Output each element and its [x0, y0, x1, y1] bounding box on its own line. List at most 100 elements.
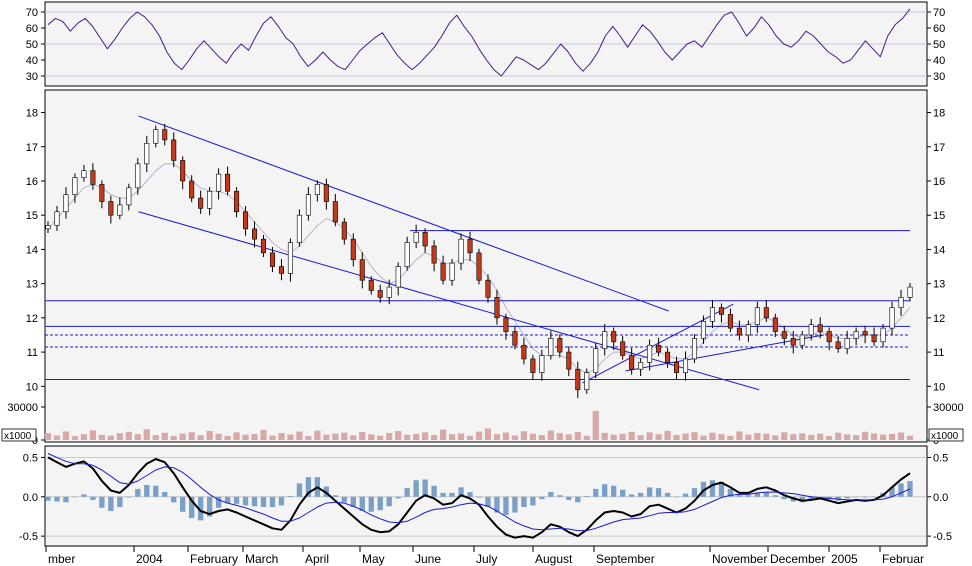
- price-tick-label-right: 18: [933, 108, 945, 120]
- macd-tick-label-right: 0.0: [933, 492, 948, 504]
- price-tick-label-left: 12: [26, 313, 38, 325]
- macd-histogram-bar: [799, 496, 805, 503]
- volume-bar: [718, 434, 725, 440]
- candle-body: [826, 331, 832, 343]
- price-tick-label-left: 10: [26, 381, 38, 393]
- macd-tick-label-right: 0.5: [933, 452, 948, 464]
- candle-body: [817, 324, 823, 332]
- candle-body: [665, 351, 671, 363]
- candle-body: [198, 197, 204, 209]
- macd-histogram-bar: [153, 485, 159, 497]
- candle-body: [862, 331, 868, 336]
- candle-body: [799, 334, 805, 346]
- macd-histogram-bar: [611, 485, 617, 497]
- candle-body: [431, 245, 437, 264]
- macd-histogram-bar: [224, 496, 231, 504]
- macd-histogram-bar: [72, 496, 78, 498]
- oscillator-tick-label-left: 60: [26, 23, 38, 35]
- macd-histogram-bar: [602, 484, 608, 497]
- macd-histogram-bar: [81, 494, 87, 497]
- macd-histogram-bar: [871, 496, 877, 498]
- volume-bar: [529, 433, 536, 440]
- candle-body: [305, 194, 311, 216]
- macd-histogram-bar: [117, 496, 123, 508]
- macd-histogram-bar: [332, 495, 338, 497]
- macd-histogram-bar: [458, 487, 464, 497]
- volume-bar: [143, 429, 150, 440]
- volume-bar: [296, 431, 303, 440]
- macd-histogram-bar: [620, 489, 626, 497]
- macd-histogram-bar: [323, 486, 330, 497]
- price-trend-line: [582, 303, 734, 384]
- candle-body: [341, 221, 347, 240]
- candle-body: [117, 204, 123, 216]
- candle-body: [898, 297, 904, 308]
- volume-bar: [448, 434, 456, 440]
- macd-histogram-bar: [745, 495, 752, 497]
- candle-body: [521, 344, 527, 360]
- macd-tick-label-right: -0.5: [933, 531, 952, 543]
- candle-body: [260, 238, 267, 254]
- candle-body: [566, 351, 572, 370]
- candle-body: [557, 338, 563, 353]
- volume-bar: [188, 432, 195, 440]
- macd-histogram-bar: [63, 496, 69, 503]
- macd-histogram-bar: [449, 492, 455, 497]
- candle-body: [269, 252, 276, 267]
- volume-bar: [673, 434, 680, 440]
- candle-body: [835, 341, 841, 349]
- candle-body: [45, 225, 51, 230]
- macd-histogram-bar: [898, 483, 904, 497]
- volume-bar: [906, 435, 914, 440]
- volume-bar: [799, 433, 806, 440]
- macd-histogram-bar: [772, 495, 778, 497]
- volume-bar: [269, 435, 276, 440]
- candle-body: [90, 170, 96, 185]
- volume-bar: [89, 430, 97, 440]
- macd-histogram-bar: [440, 492, 446, 497]
- candle-body: [754, 307, 760, 326]
- candle-body: [727, 314, 733, 329]
- macd-histogram-bar: [889, 487, 895, 497]
- volume-bar: [341, 432, 348, 440]
- candle-body: [458, 238, 464, 264]
- candle-body: [144, 143, 150, 165]
- candle-body: [413, 232, 419, 243]
- candle-body: [844, 338, 850, 349]
- volume-bar: [592, 410, 599, 440]
- macd-histogram-bar: [682, 493, 689, 497]
- volume-bar: [260, 429, 267, 440]
- oscillator-tick-label-left: 70: [26, 7, 38, 19]
- candle-body: [368, 279, 374, 291]
- volume-bar: [206, 430, 213, 440]
- price-tick-label-right: 10: [933, 381, 945, 393]
- volume-bar: [628, 431, 635, 440]
- macd-histogram-bar: [584, 496, 590, 497]
- volume-bar: [457, 433, 465, 440]
- candle-body: [153, 129, 159, 144]
- macd-histogram-bar: [853, 496, 859, 498]
- volume-bar: [395, 431, 402, 440]
- panel-price: [44, 89, 928, 443]
- candle-body: [691, 338, 698, 360]
- candle-body: [709, 307, 715, 322]
- volume-bar: [71, 436, 79, 440]
- oscillator-series-line: [47, 8, 911, 77]
- candle-body: [638, 362, 644, 370]
- macd-histogram-bar: [494, 496, 500, 513]
- candle-body: [386, 286, 392, 298]
- panel-macd: [44, 445, 928, 547]
- macd-histogram-bar: [206, 496, 213, 517]
- macd-histogram-bar: [386, 496, 392, 507]
- candle-body: [225, 173, 231, 192]
- macd-histogram-bar: [54, 496, 60, 502]
- macd-histogram-bar: [808, 496, 814, 500]
- macd-histogram-bar: [718, 481, 725, 497]
- candle-body: [871, 334, 877, 343]
- x-axis-label: September: [596, 552, 655, 566]
- candle-body: [81, 170, 87, 178]
- volume-bar: [80, 434, 88, 440]
- macd-histogram-bar: [646, 487, 653, 497]
- macd-histogram-bar: [691, 488, 698, 497]
- volume-bar: [170, 435, 177, 440]
